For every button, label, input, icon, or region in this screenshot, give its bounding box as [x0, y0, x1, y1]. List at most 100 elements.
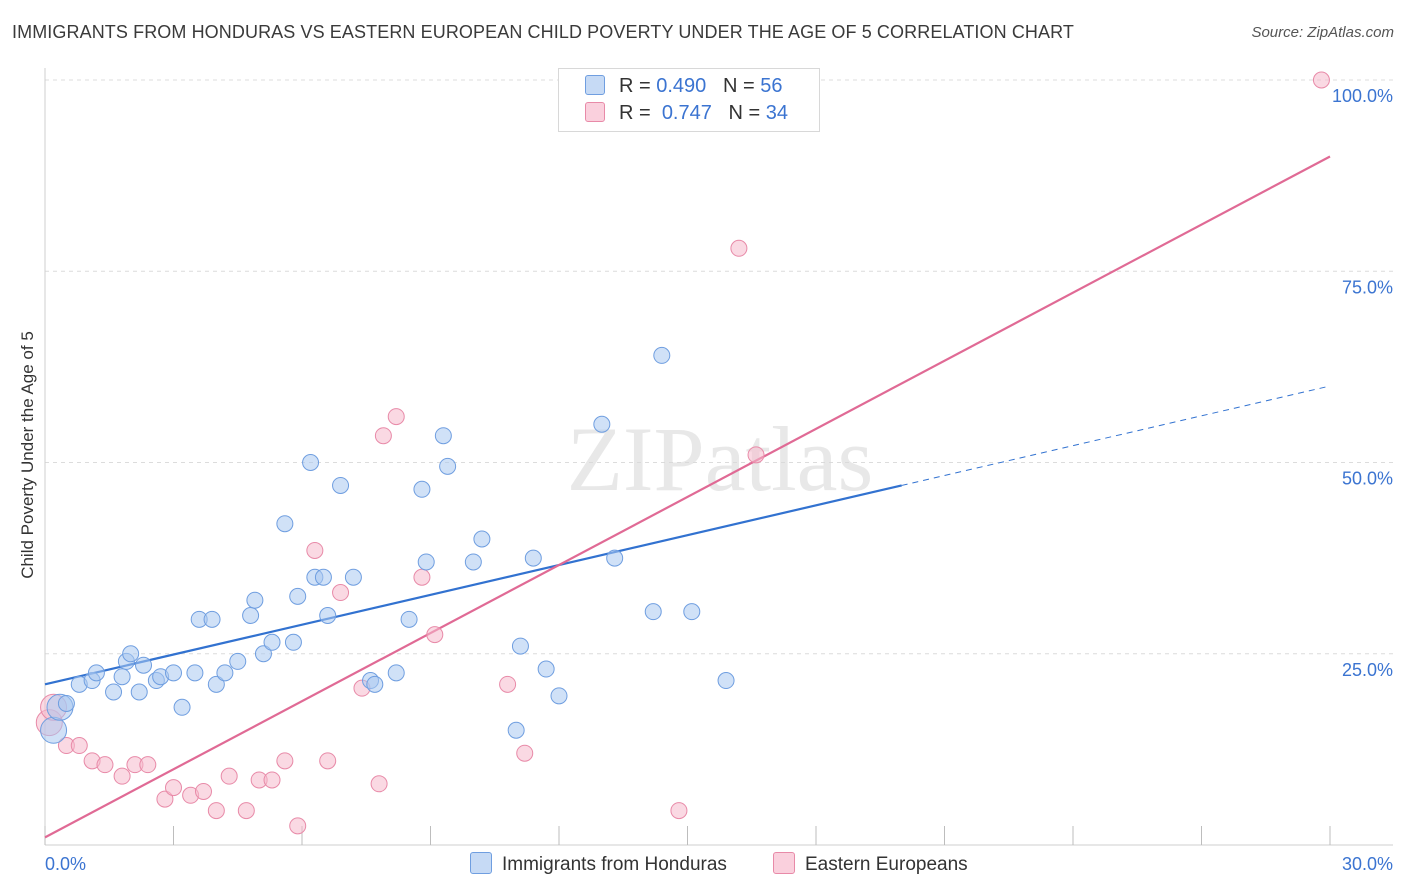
point-eastern-european [207, 802, 225, 820]
legend-row-pink: R = 0.747 N = 34 [585, 102, 788, 125]
legend-r-value: 0.747 [661, 102, 712, 124]
bottom-legend-blue: Immigrants from Honduras [470, 852, 727, 876]
point-honduras [550, 687, 568, 705]
point-eastern-european [165, 779, 182, 797]
point-honduras [229, 652, 247, 670]
point-honduras [135, 656, 153, 674]
legend-swatch-blue [585, 75, 605, 95]
point-honduras [302, 454, 320, 471]
point-honduras [289, 587, 307, 605]
legend-r-value: 0.490 [656, 75, 707, 97]
point-eastern-european [237, 802, 255, 820]
point-honduras [246, 591, 264, 609]
legend: R = 0.490 N = 56 R = 0.747 N = 34 [558, 68, 820, 132]
legend-n-value: 34 [765, 102, 789, 124]
point-eastern-european [1312, 71, 1330, 89]
legend-n-value: 56 [760, 75, 783, 97]
point-honduras [332, 476, 350, 494]
bottom-legend-label-blue: Immigrants from Honduras [502, 854, 727, 875]
data-points [35, 71, 1330, 835]
point-honduras [507, 721, 525, 739]
point-honduras [57, 694, 75, 712]
point-honduras [207, 675, 225, 693]
y-tick-label: 25.0% [1342, 660, 1393, 680]
point-honduras [366, 675, 384, 693]
point-eastern-european [113, 767, 131, 785]
legend-swatch-pink [585, 102, 605, 122]
point-honduras [387, 664, 405, 682]
point-eastern-european [139, 756, 157, 774]
point-honduras [473, 530, 491, 548]
point-honduras [216, 664, 234, 682]
legend-n-label: N = [722, 75, 755, 97]
trendlines [44, 155, 1331, 839]
point-eastern-european [70, 737, 88, 755]
point-honduras [400, 610, 418, 628]
point-honduras [254, 645, 272, 663]
point-eastern-european [747, 446, 765, 464]
point-eastern-european [194, 782, 212, 800]
x-tick-label: 0.0% [45, 854, 86, 874]
bottom-legend-swatch-pink [773, 852, 795, 874]
point-honduras [87, 664, 105, 682]
bottom-legend-label-pink: Eastern Europeans [805, 854, 968, 875]
point-honduras [593, 415, 611, 433]
point-honduras [203, 610, 221, 628]
y-tick-labels: 25.0% 50.0% 75.0% 100.0% [1332, 86, 1393, 680]
point-eastern-european [306, 541, 324, 559]
point-eastern-european [413, 568, 431, 586]
x-tick-labels: 0.0% 30.0% [45, 854, 1393, 874]
point-eastern-european [96, 756, 114, 774]
point-honduras [165, 664, 182, 682]
point-eastern-european [276, 752, 294, 770]
legend-r-label: R = [619, 102, 651, 124]
point-honduras [276, 515, 294, 533]
point-honduras [284, 633, 302, 651]
point-honduras [644, 603, 662, 621]
point-honduras [344, 568, 362, 586]
point-honduras [653, 346, 671, 364]
point-eastern-european [332, 584, 350, 602]
point-honduras [413, 480, 431, 498]
point-eastern-european [220, 767, 238, 785]
x-tick-label: 30.0% [1342, 854, 1393, 874]
bottom-legend-swatch-blue [470, 852, 492, 874]
point-eastern-european [370, 775, 388, 793]
point-honduras [537, 660, 555, 678]
point-eastern-european [156, 790, 174, 808]
source-credit: Source: ZipAtlas.com [1251, 24, 1394, 41]
trendline-honduras [44, 484, 902, 686]
point-eastern-european [426, 626, 444, 644]
gridlines [45, 79, 1393, 655]
point-eastern-european [319, 752, 337, 770]
legend-n-label: N = [728, 102, 761, 124]
y-tick-label: 50.0% [1342, 469, 1393, 489]
point-honduras [524, 549, 542, 567]
bottom-legend-pink: Eastern Europeans [773, 852, 968, 876]
point-honduras [130, 683, 148, 701]
point-honduras [511, 637, 529, 655]
point-honduras [717, 672, 735, 690]
point-honduras [417, 553, 435, 571]
point-honduras [314, 568, 332, 586]
point-honduras [173, 698, 191, 716]
chart-title: IMMIGRANTS FROM HONDURAS VS EASTERN EURO… [12, 22, 1074, 42]
legend-row-blue: R = 0.490 N = 56 [585, 75, 782, 98]
point-honduras [434, 427, 452, 445]
point-eastern-european [499, 675, 517, 693]
point-honduras [186, 664, 204, 682]
point-honduras [242, 607, 260, 624]
point-honduras [113, 668, 131, 686]
point-honduras [263, 633, 281, 651]
point-honduras [40, 716, 68, 744]
point-eastern-european [387, 408, 405, 426]
legend-r-label: R = [619, 75, 651, 97]
point-eastern-european [374, 427, 392, 445]
point-honduras [464, 553, 482, 571]
point-eastern-european [730, 239, 748, 257]
point-honduras [683, 603, 701, 621]
point-eastern-european [516, 744, 534, 762]
point-eastern-european [263, 771, 281, 789]
point-honduras [319, 607, 337, 624]
trendline-honduras-extension [901, 385, 1331, 486]
